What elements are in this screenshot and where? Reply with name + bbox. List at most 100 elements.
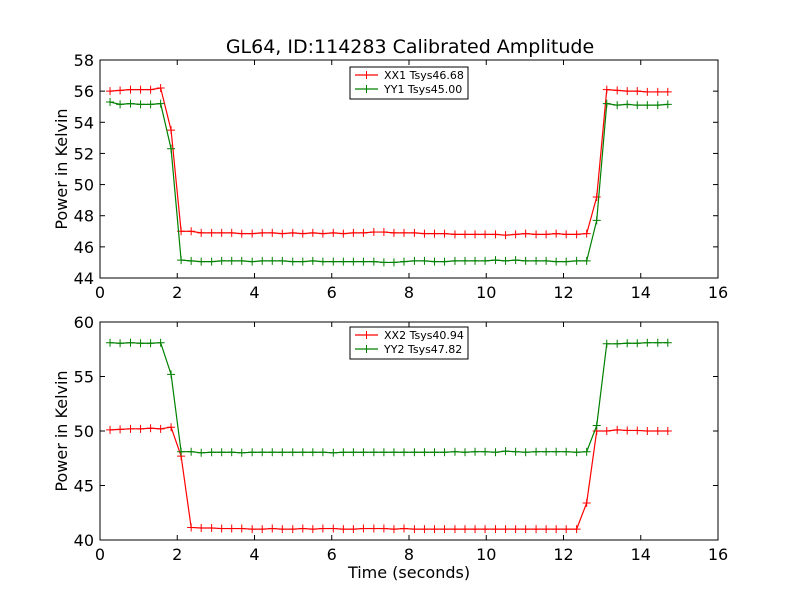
- data-point-0-1-53: [643, 101, 652, 110]
- data-point-1-0-53: [643, 427, 652, 435]
- data-point-0-1-48: [592, 216, 601, 225]
- data-point-0-1-6: [167, 144, 176, 153]
- data-point-0-0-9: [197, 228, 206, 237]
- data-point-0-0-15: [258, 228, 267, 237]
- data-point-1-1-21: [318, 448, 327, 457]
- data-point-1-0-39: [501, 525, 510, 534]
- data-point-0-0-45: [562, 230, 571, 239]
- data-point-0-1-33: [440, 257, 449, 266]
- data-point-1-0-49: [602, 427, 611, 435]
- data-point-0-0-17: [278, 229, 287, 238]
- data-point-0-1-50: [613, 101, 622, 110]
- data-point-0-0-16: [268, 228, 277, 237]
- data-point-1-1-51: [623, 339, 632, 348]
- data-point-1-0-17: [278, 525, 287, 534]
- data-point-0-1-9: [197, 257, 206, 266]
- data-point-1-1-27: [379, 448, 388, 457]
- data-point-1-0-37: [481, 525, 490, 534]
- y-tick-label-0-4: 52: [74, 144, 94, 163]
- data-point-0-1-52: [633, 101, 642, 110]
- y-tick-label-0-6: 56: [74, 82, 94, 101]
- data-point-1-1-22: [329, 448, 338, 457]
- data-point-0-0-36: [471, 230, 480, 239]
- data-point-0-0-50: [613, 86, 622, 95]
- y-tick-label-1-0: 40: [74, 531, 94, 550]
- x-tick-label-0-7: 14: [631, 283, 651, 302]
- data-point-0-0-46: [572, 230, 581, 239]
- data-point-1-1-55: [663, 338, 672, 347]
- legend-label-0-0: XX1 Tsys46.68: [384, 69, 464, 82]
- data-point-0-1-32: [430, 257, 439, 266]
- data-point-1-0-26: [369, 524, 378, 533]
- data-point-0-1-26: [369, 257, 378, 266]
- data-point-0-1-37: [481, 256, 490, 265]
- data-point-1-0-35: [461, 525, 470, 534]
- data-point-1-0-16: [268, 524, 277, 533]
- data-point-0-1-3: [136, 100, 145, 109]
- data-point-1-0-45: [562, 525, 571, 534]
- data-point-1-0-25: [359, 524, 368, 533]
- data-point-0-0-19: [298, 229, 307, 238]
- data-point-1-1-46: [572, 448, 581, 457]
- data-point-1-0-54: [653, 427, 662, 435]
- x-tick-label-1-5: 10: [476, 545, 496, 564]
- x-tick-label-1-8: 16: [708, 545, 728, 564]
- legend-marker-1-0: [362, 331, 371, 339]
- data-point-0-0-41: [521, 229, 530, 238]
- data-point-0-1-22: [329, 257, 338, 266]
- data-point-0-1-28: [389, 258, 398, 267]
- data-point-0-1-13: [237, 256, 246, 265]
- data-point-1-0-41: [521, 525, 530, 534]
- legend-marker-0-0: [362, 71, 371, 79]
- data-point-1-1-18: [288, 448, 297, 457]
- data-point-0-1-49: [602, 99, 611, 108]
- data-point-0-1-38: [491, 256, 500, 265]
- legend-box-0: [349, 66, 469, 100]
- data-point-0-1-10: [207, 257, 216, 266]
- data-point-1-1-49: [602, 339, 611, 348]
- data-point-0-1-18: [288, 257, 297, 266]
- data-point-1-0-51: [623, 426, 632, 435]
- data-point-0-1-2: [126, 99, 135, 108]
- data-point-1-0-29: [399, 524, 408, 533]
- data-point-0-1-47: [582, 256, 591, 265]
- data-point-1-0-12: [227, 524, 236, 533]
- x-tick-label-0-4: 8: [404, 283, 414, 302]
- data-point-1-0-9: [197, 524, 206, 533]
- data-point-1-0-2: [126, 424, 135, 433]
- data-point-1-1-41: [521, 448, 530, 457]
- data-point-0-0-10: [207, 228, 216, 237]
- data-point-1-1-5: [156, 338, 165, 347]
- y-tick-label-1-2: 50: [74, 422, 94, 441]
- data-point-1-1-11: [217, 448, 226, 457]
- data-point-1-1-28: [389, 448, 398, 457]
- data-point-1-1-30: [410, 448, 419, 457]
- y-tick-label-1-4: 60: [74, 313, 94, 332]
- data-point-1-1-7: [177, 447, 186, 456]
- data-point-1-0-40: [511, 525, 520, 534]
- data-point-0-0-30: [410, 228, 419, 237]
- data-point-1-0-4: [146, 424, 155, 433]
- data-point-1-1-39: [501, 447, 510, 456]
- data-point-1-0-5: [156, 424, 165, 433]
- x-tick-label-1-4: 8: [404, 545, 414, 564]
- data-point-0-0-1: [116, 86, 125, 95]
- data-point-1-0-19: [298, 524, 307, 533]
- data-point-1-1-9: [197, 448, 206, 457]
- data-point-1-0-30: [410, 525, 419, 534]
- x-tick-label-1-1: 2: [172, 545, 182, 564]
- data-point-1-1-3: [136, 339, 145, 348]
- data-point-1-1-4: [146, 339, 155, 348]
- data-point-1-1-1: [116, 339, 125, 348]
- data-point-0-1-4: [146, 100, 155, 109]
- data-point-1-0-11: [217, 524, 226, 533]
- y-axis-label-0: Power in Kelvin: [52, 108, 71, 229]
- data-point-1-0-44: [552, 525, 561, 534]
- data-point-0-1-51: [623, 100, 632, 109]
- data-point-0-0-23: [339, 229, 348, 238]
- data-point-1-0-15: [258, 525, 267, 534]
- data-point-1-1-20: [308, 448, 317, 457]
- data-point-0-1-19: [298, 257, 307, 266]
